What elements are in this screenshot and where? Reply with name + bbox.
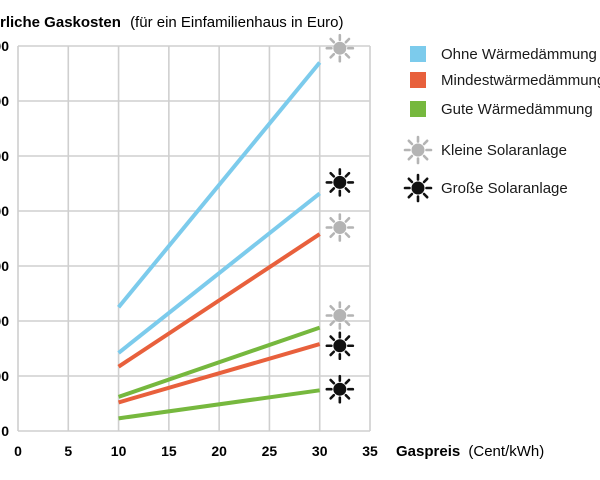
large-sun-icon [325,331,355,361]
chart-title-main: rliche Gaskosten [0,14,121,31]
sun-ray [329,217,336,223]
sun-ray [329,37,336,44]
legend-item: Ohne Wärmedämmung [410,46,597,63]
series-line-3 [117,232,321,369]
sun-core [411,143,425,157]
sun-ray [344,305,351,311]
series-line-6 [118,388,320,421]
x-tick-label: 35 [362,443,378,459]
series-line-1 [117,61,322,309]
series-lines [117,61,322,421]
sun-ray [329,335,336,342]
sun-core [333,309,347,322]
large-sun-icon [403,173,433,203]
x-tick-label: 20 [211,443,227,459]
sun-ray [407,192,414,199]
sun-core [333,175,347,189]
sun-ray [329,187,336,193]
sun-ray [344,37,351,44]
sun-ray [344,378,351,385]
y-tick-label: 00 [0,258,9,274]
x-axis-label-main: Gaspreis [396,443,460,460]
chart-grid [17,45,371,432]
sun-ray [329,350,336,357]
sun-ray [422,139,429,146]
x-tick-label: 5 [64,443,72,459]
sun-ray [329,320,336,326]
legend-item: Mindestwärmedämmung [410,72,600,89]
sun-ray [344,335,351,342]
legend-item: Kleine Solaranlage [403,135,567,165]
x-tick-label: 0 [14,443,22,459]
series-line-2 [117,191,321,355]
legend-item: Gute Wärmedämmung [410,101,593,118]
y-tick-label: 00 [0,313,9,329]
y-tick-label: 00 [0,203,9,219]
sun-core [333,382,347,396]
sun-ray [329,171,336,178]
series-line-4 [118,342,321,405]
sun-core [333,221,347,234]
legend-label: Kleine Solaranlage [441,142,567,159]
small-sun-icon [325,301,355,330]
sun-ray [329,52,336,59]
solar-annotations [325,33,355,404]
legend-label: Mindestwärmedämmung [441,72,600,89]
x-tick-label: 25 [262,443,278,459]
sun-ray [422,177,429,184]
sun-ray [422,154,429,161]
sun-ray [344,187,351,193]
x-axis-label-unit: (Cent/kWh) [468,443,544,460]
sun-ray [407,154,414,161]
sun-ray [407,177,414,184]
sun-ray [344,171,351,178]
sun-ray [329,232,336,238]
legend-item: Große Solaranlage [403,173,568,203]
sun-ray [407,139,414,146]
sun-ray [344,320,351,326]
sun-ray [344,232,351,238]
sun-ray [422,192,429,199]
y-tick-label: 0 [1,423,9,439]
y-axis-ticks: 000000000000000 [0,38,9,439]
y-tick-label: 00 [0,148,9,164]
legend-label: Gute Wärmedämmung [441,101,593,118]
legend-swatch [410,72,426,88]
sun-ray [329,305,336,311]
y-tick-label: 00 [0,93,9,109]
chart-title-suffix: (für ein Einfamilienhaus in Euro) [130,14,343,31]
small-sun-icon [325,33,355,63]
chart-title: rliche Gaskosten (für ein Einfamilienhau… [0,14,344,31]
large-sun-icon [325,374,355,404]
legend-label: Große Solaranlage [441,180,568,197]
sun-core [411,181,425,195]
legend-swatch [410,101,426,117]
x-axis-label: Gaspreis (Cent/kWh) [396,443,544,460]
y-tick-label: 00 [0,368,9,384]
series-line-5 [117,325,321,399]
sun-ray [344,52,351,59]
sun-ray [344,350,351,357]
y-tick-label: 00 [0,38,9,54]
legend-label: Ohne Wärmedämmung [441,46,597,63]
sun-ray [344,393,351,400]
sun-ray [344,217,351,223]
sun-core [333,41,347,55]
x-tick-label: 30 [312,443,328,459]
sun-core [333,339,347,353]
x-tick-label: 10 [111,443,127,459]
chart-legend: Ohne Wärmedämmung Mindestwärmedämmung Gute… [403,46,600,203]
small-sun-icon [403,135,433,165]
small-sun-icon [325,213,355,242]
large-sun-icon [325,168,355,197]
x-tick-label: 15 [161,443,177,459]
legend-swatch [410,46,426,62]
sun-ray [329,393,336,400]
sun-ray [329,378,336,385]
x-axis-ticks: 0 5 10 15 20 25 30 35 [14,443,378,459]
